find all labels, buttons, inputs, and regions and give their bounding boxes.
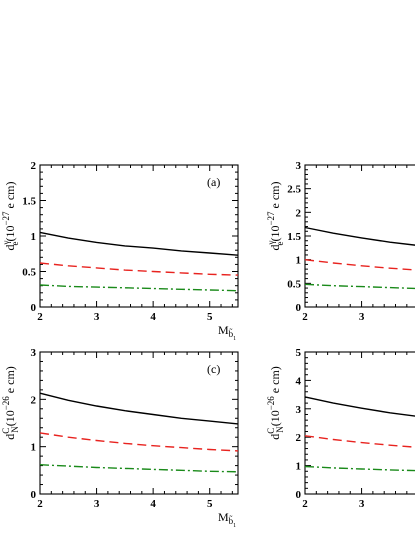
y-axis-label-exp: −26 [1,396,11,411]
y-tick-label: 1 [31,231,37,243]
y-tick-label: 0 [31,489,37,501]
y-tick-label: 3 [296,160,302,172]
y-axis-label-sup: γ [266,241,276,246]
y-axis-label-main: d [3,245,17,251]
x-tick-label: 2 [302,498,308,510]
y-axis-label-exp: −26 [266,396,276,411]
x-tick-label: 4 [150,311,156,323]
y-tick-label: 1 [31,442,37,454]
chart-panel-4: 2345012345dCN(10−26 e cm) [266,347,415,510]
y-tick-label: 0.5 [287,278,301,290]
x-axis-label: Mb̃1 [218,510,236,529]
x-tick-label: 3 [94,498,100,510]
series-line-2 [304,435,415,448]
y-tick-label: 5 [296,347,302,359]
y-tick-label: 2.5 [287,184,301,196]
y-tick-label: 1 [296,461,302,473]
y-axis-label-main: d [268,434,282,440]
y-tick-label: 2 [296,207,302,219]
y-axis-label: dγe(10−27 e cm) [266,181,285,250]
series-line-1 [39,231,239,256]
y-axis-label-unit: e cm) [268,366,282,396]
plot-frame [304,164,415,308]
x-axis-label-subsub: 1 [233,523,236,529]
series-line-1 [304,226,415,246]
y-axis-label: dCN(10−26 e cm) [1,366,20,440]
y-tick-label: 3 [296,404,302,416]
x-tick-label: 3 [359,498,365,510]
x-axis-label-main: M [218,510,229,524]
x-axis-label: Mb̃1 [218,323,236,342]
y-tick-label: 1.5 [22,196,36,208]
x-axis-label-main: M [218,323,229,337]
y-axis-label-sub: N [10,426,20,433]
x-tick-label: 2 [37,311,43,323]
x-axis-label-subsub: 1 [233,336,236,342]
panel-label: (c) [207,362,220,376]
y-tick-label: 3 [31,347,37,359]
y-axis-label-unit: e cm) [3,366,17,396]
series-line-3 [304,283,415,290]
x-tick-label: 5 [207,498,213,510]
y-axis-label-sup: γ [1,241,11,246]
y-axis-label-unit: e cm) [268,181,282,211]
y-axis-label-rest: (10 [268,410,282,426]
plot-frame [304,351,415,495]
y-tick-label: 0 [31,302,37,314]
y-tick-label: 2 [296,432,302,444]
y-axis-label-main: d [3,434,17,440]
y-axis-label-sup: C [1,428,11,434]
y-tick-label: 1 [296,255,302,267]
y-tick-label: 1.5 [287,231,301,243]
x-tick-label: 4 [150,498,156,510]
y-axis-label-exp: −27 [1,211,11,226]
x-tick-label: 2 [37,498,43,510]
x-tick-label: 3 [359,311,365,323]
x-tick-label: 2 [302,311,308,323]
y-axis-label-exp: −27 [266,211,276,226]
y-tick-label: 0.5 [22,267,36,279]
x-tick-label: 5 [207,311,213,323]
series-line-3 [39,284,239,292]
x-axis-label-sub: b̃ [229,329,234,339]
x-axis-label-sub: b̃ [229,516,234,526]
y-tick-label: 2 [31,160,37,172]
y-tick-label: 0 [296,489,302,501]
y-axis-label-rest: (10 [3,410,17,426]
chart-panel-1: 2 3 4 500.511.52(a)dγe(10−27 e cm)Mb̃1 [1,160,239,342]
series-line-2 [304,259,415,271]
y-axis-label-sub: e [10,242,20,246]
series-line-2 [39,432,239,452]
y-tick-label: 4 [296,375,302,387]
series-line-2 [39,262,239,276]
y-axis-label-sup: C [266,428,276,434]
series-line-3 [304,465,415,472]
plot-frame [39,351,239,495]
y-axis-label-sub: e [275,242,285,246]
y-axis-label: dγe(10−27 e cm) [1,181,20,250]
y-axis-label-unit: e cm) [3,181,17,211]
y-tick-label: 0 [296,302,302,314]
y-axis-label: dCN(10−26 e cm) [266,366,285,440]
y-axis-label-main: d [268,245,282,251]
y-tick-label: 2 [31,394,37,406]
series-line-1 [304,396,415,417]
y-axis-label-sub: N [275,426,285,433]
y-axis-label-rest: (10 [268,226,282,242]
y-axis-label-rest: (10 [3,226,17,242]
series-line-1 [39,392,239,425]
series-line-3 [39,464,239,473]
x-tick-label: 3 [94,311,100,323]
panel-label: (a) [207,175,220,189]
